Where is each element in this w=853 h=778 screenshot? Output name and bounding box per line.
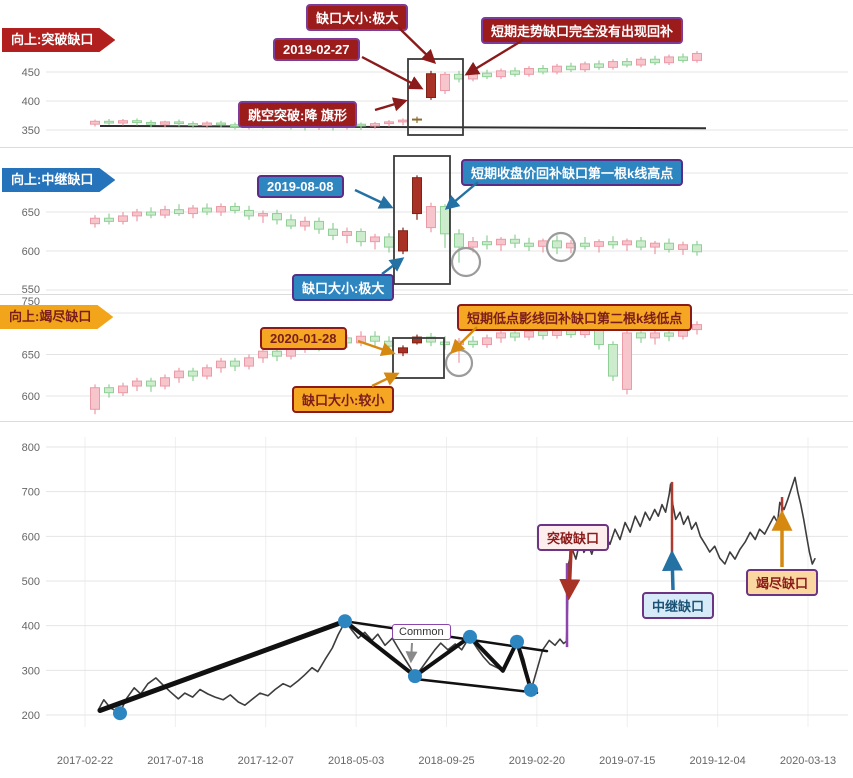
callout-gap-size-p2: 缺口大小:极大	[292, 274, 395, 301]
panel-divider	[0, 421, 853, 422]
badge-breakaway-gap: 向上:突破缺口	[2, 28, 116, 52]
svg-text:2018-05-03: 2018-05-03	[328, 755, 384, 767]
svg-text:550: 550	[22, 284, 40, 295]
panel-divider	[0, 147, 853, 148]
svg-text:300: 300	[22, 665, 40, 677]
svg-text:600: 600	[22, 531, 40, 543]
svg-text:200: 200	[22, 710, 40, 722]
callout-date-p2: 2019-08-08	[257, 175, 344, 198]
svg-text:350: 350	[22, 125, 40, 137]
candlestick-chart-breakaway: 450 400 350	[22, 51, 848, 137]
line-chart-overview: 2017-02-22 2017-07-18 2017-12-07 2018-05-03…	[22, 437, 848, 767]
candlestick-chart-runaway: 700650600550	[22, 168, 848, 295]
svg-text:2019-12-04: 2019-12-04	[689, 755, 745, 767]
badge-runaway-gap: 向上:中继缺口	[2, 168, 116, 192]
candlestick-chart-exhaustion: 750700650600	[22, 296, 848, 415]
svg-text:400: 400	[22, 96, 40, 108]
svg-text:800: 800	[22, 442, 40, 454]
svg-text:600: 600	[22, 391, 40, 403]
svg-text:500: 500	[22, 576, 40, 588]
label-breakaway-gap-p4: 突破缺口	[537, 524, 610, 551]
badge-exhaustion-gap: 向上:竭尽缺口	[0, 305, 114, 329]
svg-text:2017-12-07: 2017-12-07	[238, 755, 294, 767]
label-common: Common	[392, 624, 451, 640]
callout-date-p3: 2020-01-28	[260, 327, 347, 350]
label-runaway-gap-p4: 中继缺口	[642, 592, 715, 619]
callout-note-p2: 短期收盘价回补缺口第一根k线高点	[461, 159, 684, 186]
svg-text:2017-07-18: 2017-07-18	[147, 755, 203, 767]
label-exhaustion-gap-p4: 竭尽缺口	[746, 569, 819, 596]
callout-note-p3: 短期低点影线回补缺口第二根k线低点	[457, 304, 693, 331]
svg-text:450: 450	[22, 67, 40, 79]
callout-gap-size-p1: 缺口大小:极大	[306, 4, 409, 31]
panel-divider	[0, 294, 853, 295]
svg-text:600: 600	[22, 246, 40, 258]
svg-text:2019-07-15: 2019-07-15	[599, 755, 655, 767]
svg-text:650: 650	[22, 350, 40, 362]
svg-text:2018-09-25: 2018-09-25	[418, 755, 474, 767]
callout-note-p1: 短期走势缺口完全没有出现回补	[481, 17, 684, 44]
svg-text:400: 400	[22, 621, 40, 633]
callout-breakout-note-p1: 跳空突破:降 旗形	[238, 101, 357, 128]
svg-text:2019-02-20: 2019-02-20	[509, 755, 565, 767]
svg-text:2017-02-22: 2017-02-22	[57, 755, 113, 767]
svg-text:700: 700	[22, 487, 40, 499]
svg-text:650: 650	[22, 207, 40, 219]
callout-gap-size-p3: 缺口大小:较小	[292, 386, 395, 413]
callout-date-p1: 2019-02-27	[273, 38, 360, 61]
svg-text:2020-03-13: 2020-03-13	[780, 755, 836, 767]
